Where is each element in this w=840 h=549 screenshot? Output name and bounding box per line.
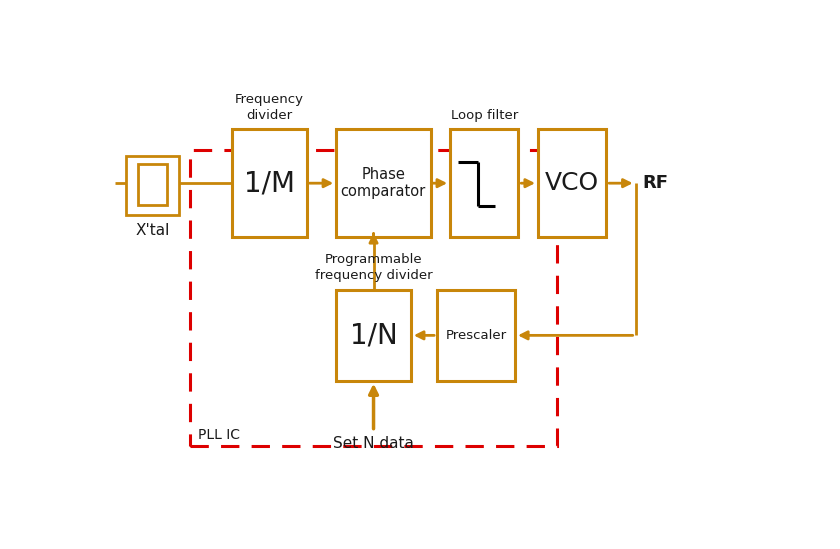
Text: 1/N: 1/N (349, 321, 397, 349)
Bar (139, 164, 167, 205)
Text: Programmable
frequency divider: Programmable frequency divider (315, 253, 433, 282)
Text: Frequency
divider: Frequency divider (235, 93, 304, 122)
Bar (232, 129, 307, 237)
Bar (450, 129, 518, 237)
Text: Loop filter: Loop filter (450, 109, 517, 122)
Text: RF: RF (642, 174, 668, 192)
Text: X'tal: X'tal (135, 223, 170, 238)
Text: Set N data: Set N data (333, 436, 414, 451)
Text: Prescaler: Prescaler (445, 329, 507, 342)
Bar (437, 290, 515, 381)
Text: 1/M: 1/M (244, 169, 295, 197)
Bar (190, 150, 558, 446)
Bar (336, 290, 411, 381)
Text: PLL IC: PLL IC (198, 428, 240, 442)
Bar (538, 129, 606, 237)
Text: Phase
comparator: Phase comparator (341, 167, 426, 199)
Bar (127, 156, 179, 215)
Bar (336, 129, 431, 237)
Text: VCO: VCO (545, 171, 599, 195)
